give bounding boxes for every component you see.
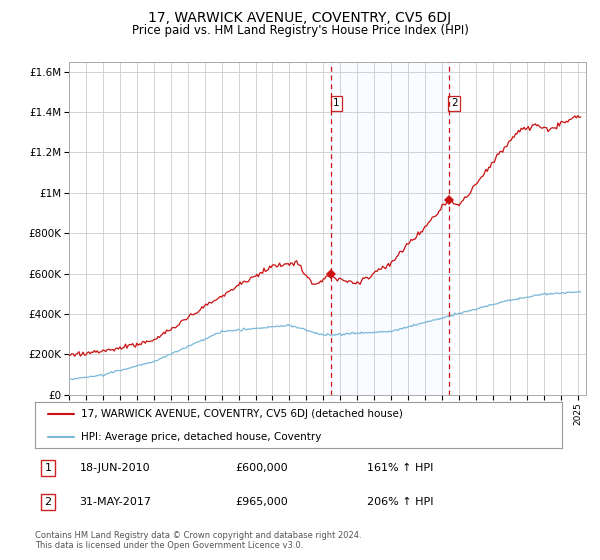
Text: £600,000: £600,000 (235, 463, 287, 473)
Text: 17, WARWICK AVENUE, COVENTRY, CV5 6DJ: 17, WARWICK AVENUE, COVENTRY, CV5 6DJ (148, 11, 452, 25)
Text: This data is licensed under the Open Government Licence v3.0.: This data is licensed under the Open Gov… (35, 541, 303, 550)
Text: £965,000: £965,000 (235, 497, 288, 507)
Text: Price paid vs. HM Land Registry's House Price Index (HPI): Price paid vs. HM Land Registry's House … (131, 24, 469, 36)
Text: 31-MAY-2017: 31-MAY-2017 (80, 497, 152, 507)
Text: 2: 2 (451, 98, 458, 108)
Text: Contains HM Land Registry data © Crown copyright and database right 2024.: Contains HM Land Registry data © Crown c… (35, 531, 361, 540)
Text: 206% ↑ HPI: 206% ↑ HPI (367, 497, 433, 507)
Text: 18-JUN-2010: 18-JUN-2010 (80, 463, 150, 473)
Text: 161% ↑ HPI: 161% ↑ HPI (367, 463, 433, 473)
Text: 2: 2 (44, 497, 52, 507)
Bar (331, 62, 449, 395)
Text: 1: 1 (44, 463, 52, 473)
Text: 17, WARWICK AVENUE, COVENTRY, CV5 6DJ (detached house): 17, WARWICK AVENUE, COVENTRY, CV5 6DJ (d… (81, 409, 403, 419)
Text: 1: 1 (333, 98, 340, 108)
Text: HPI: Average price, detached house, Coventry: HPI: Average price, detached house, Cove… (81, 432, 322, 441)
